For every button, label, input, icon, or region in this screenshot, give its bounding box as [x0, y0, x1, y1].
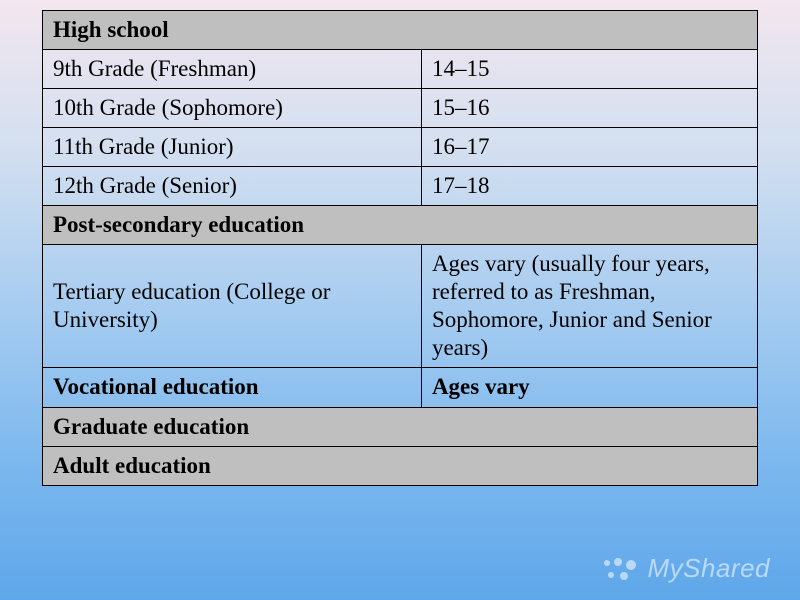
section-header: Graduate education — [43, 407, 758, 446]
table-row: Vocational educationAges vary — [43, 368, 758, 407]
table-row: 11th Grade (Junior)16–17 — [43, 128, 758, 167]
cell-grade: Vocational education — [43, 368, 422, 407]
table-row: 10th Grade (Sophomore)15–16 — [43, 89, 758, 128]
watermark-text: MyShared — [648, 553, 771, 583]
watermark: MyShared — [602, 553, 771, 584]
cell-age: 14–15 — [421, 50, 757, 89]
section-header: Post-secondary education — [43, 206, 758, 245]
table-row: Post-secondary education — [43, 206, 758, 245]
watermark-logo-icon — [602, 558, 640, 582]
table-row: 9th Grade (Freshman)14–15 — [43, 50, 758, 89]
section-header: Adult education — [43, 446, 758, 485]
section-header: High school — [43, 11, 758, 50]
table-row: 12th Grade (Senior)17–18 — [43, 167, 758, 206]
cell-age: 15–16 — [421, 89, 757, 128]
cell-grade: 11th Grade (Junior) — [43, 128, 422, 167]
cell-age: Ages vary — [421, 368, 757, 407]
cell-age: Ages vary (usually four years, referred … — [421, 245, 757, 368]
cell-grade: 12th Grade (Senior) — [43, 167, 422, 206]
table-row: Tertiary education (College or Universit… — [43, 245, 758, 368]
cell-age: 17–18 — [421, 167, 757, 206]
table-row: Adult education — [43, 446, 758, 485]
education-table: High school9th Grade (Freshman)14–1510th… — [42, 10, 758, 486]
table-frame: High school9th Grade (Freshman)14–1510th… — [42, 10, 758, 486]
table-row: Graduate education — [43, 407, 758, 446]
table-row: High school — [43, 11, 758, 50]
cell-grade: 9th Grade (Freshman) — [43, 50, 422, 89]
cell-grade: Tertiary education (College or Universit… — [43, 245, 422, 368]
cell-age: 16–17 — [421, 128, 757, 167]
cell-grade: 10th Grade (Sophomore) — [43, 89, 422, 128]
